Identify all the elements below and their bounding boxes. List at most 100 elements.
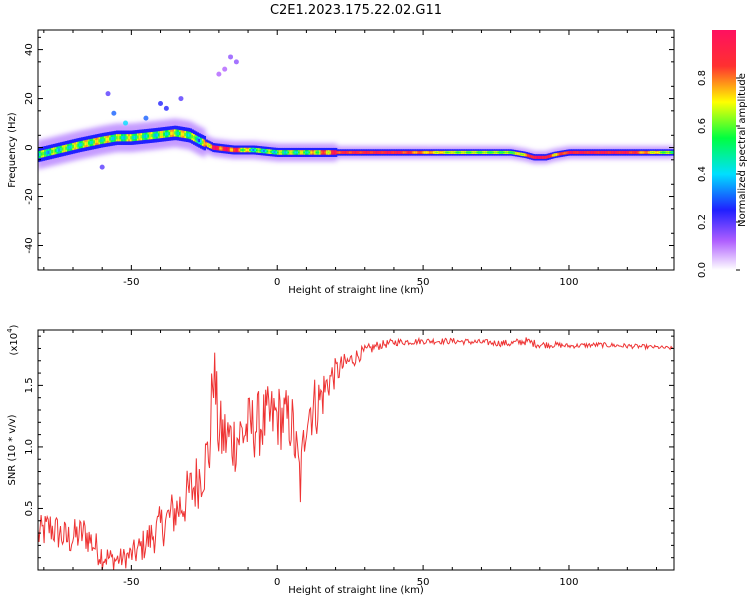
ridge-core-cell [466, 151, 469, 154]
ridge-core-cell [585, 151, 588, 154]
ridge-core-cell [224, 148, 228, 151]
ridge-core-cell [537, 156, 541, 159]
ridge-core-cell [277, 151, 280, 154]
ridge-core-cell [406, 151, 410, 154]
ridge-core-cell [128, 136, 131, 140]
y-tick-label: -20 [24, 188, 35, 204]
ridge-core-cell [516, 152, 520, 155]
ridge-core-cell [660, 151, 663, 154]
ridge-core-cell [282, 151, 285, 154]
ridge-core-cell [494, 151, 497, 154]
ridge-core-cell [602, 151, 606, 154]
ridge-core-cell [80, 142, 84, 147]
ridge-core-cell [38, 153, 40, 157]
chart-title: C2E1.2023.175.22.02.G11 [270, 3, 442, 18]
ridge-core-cell [213, 146, 217, 149]
ridge-core-cell [564, 152, 567, 154]
ridge-core-cell [44, 151, 47, 155]
ridge-core-cell [653, 151, 656, 154]
ridge-core-cell [308, 151, 312, 154]
ridge-core-cell [578, 151, 581, 154]
ridge-core-cell [287, 151, 291, 154]
ridge-core-cell [56, 148, 60, 152]
ridge-core-cell [136, 135, 140, 139]
ridge-core-cell [460, 151, 464, 154]
ridge-core-cell [126, 136, 130, 140]
ridge-core-cell [273, 151, 277, 154]
ridge-core-cell [203, 141, 207, 145]
ridge-core-cell [599, 151, 602, 154]
colorbar-tick-label: 0.8 [697, 70, 708, 86]
ridge-core-cell [299, 151, 303, 154]
snr-x-ticks: -50 0 50 100 [43, 330, 657, 588]
spectrum-scatter-point [163, 105, 169, 111]
ridge-core-cell [364, 151, 368, 154]
ridge-core-cell [368, 151, 371, 154]
ridge-core-cell [159, 133, 163, 137]
ridge-core-cell [336, 151, 340, 154]
ridge-core-cell [119, 136, 123, 140]
ridge-core-cell [182, 132, 186, 136]
ridge-core-cell [523, 154, 527, 156]
ridge-core-cell [483, 151, 487, 154]
colorbar-gradient [712, 30, 736, 270]
ridge-core-cell [147, 134, 151, 138]
ridge-core-cell [66, 146, 70, 150]
ridge-core-cell [54, 149, 58, 153]
ridge-core-cell [196, 137, 200, 142]
ridge-core-cell [485, 151, 488, 154]
ridge-core-cell [194, 136, 198, 141]
ridge-core-cell [403, 151, 406, 154]
snr-y-ticks: 0.5 1.0 1.5 [24, 335, 674, 559]
ridge-core-cell [117, 136, 121, 140]
ridge-core-cell [634, 151, 637, 154]
ridge-core-cell [320, 151, 324, 154]
ridge-core-cell [170, 131, 173, 135]
ridge-core-cell [518, 153, 522, 155]
ridge-core-cell [450, 151, 453, 154]
ridge-core-cell [539, 156, 543, 159]
ridge-core-cell [408, 151, 411, 154]
ridge-core-cell [562, 152, 565, 155]
colorbar-tick-label: 0.2 [697, 214, 708, 230]
ridge-core-cell [250, 149, 254, 151]
y-tick-label: 0 [24, 144, 35, 150]
ridge-core-cell [77, 143, 81, 147]
ridge-core-cell [75, 144, 79, 148]
ridge-core-cell [620, 151, 623, 154]
spectrum-scatter-point [216, 71, 222, 77]
ridge-core-cell [243, 149, 247, 151]
ridge-core-cell [611, 151, 614, 154]
ridge-core-cell [256, 149, 259, 152]
snr-series-line [38, 336, 674, 570]
ridge-core-cell [352, 151, 355, 154]
ridge-core-cell [576, 151, 579, 154]
ridge-core-cell [303, 151, 306, 154]
spectrogram-x-label: Height of straight line (km) [288, 285, 424, 296]
ridge-core-cell [389, 151, 392, 154]
ridge-core-cell [553, 154, 557, 156]
ridge-core-cell [536, 156, 539, 159]
ridge-core-cell [135, 135, 138, 139]
ridge-core-cell [355, 151, 359, 154]
ridge-core-cell [424, 151, 427, 154]
ridge-core-cell [343, 151, 347, 154]
ridge-core-cell [247, 149, 250, 151]
ridge-core-cell [133, 135, 137, 140]
ridge-core-cell [593, 151, 597, 154]
ridge-core-cell [315, 151, 319, 154]
ridge-core-cell [84, 142, 88, 146]
snr-y-scale-exponent: 4 [6, 328, 14, 333]
ridge-core-cell [420, 151, 424, 154]
ridge-core-cell [306, 151, 310, 154]
x-tick-label: 100 [559, 277, 578, 288]
ridge-core-cell [375, 151, 378, 154]
ridge-core-cell [40, 152, 44, 156]
ridge-core-cell [574, 151, 578, 154]
ridge-core-cell [434, 151, 438, 154]
ridge-core-cell [422, 151, 425, 154]
ridge-core-cell [350, 151, 354, 154]
ridge-core-cell [357, 151, 361, 154]
ridge-core-cell [143, 134, 147, 138]
ridge-core-cell [154, 133, 158, 137]
